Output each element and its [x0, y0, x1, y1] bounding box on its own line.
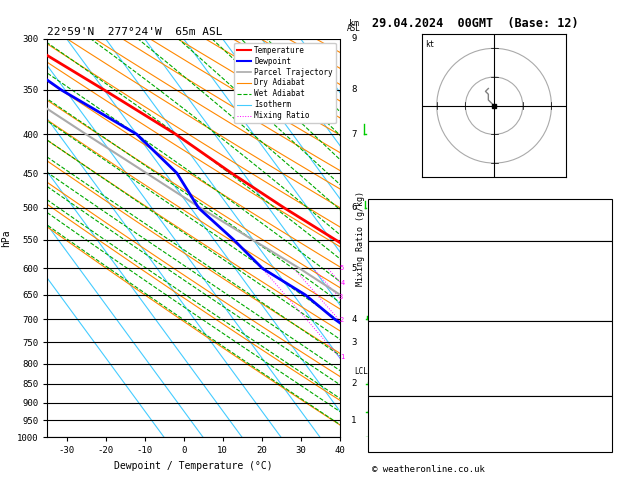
Text: EH: EH — [372, 408, 384, 418]
Text: CAPE (J): CAPE (J) — [372, 298, 420, 309]
Text: Surface: Surface — [469, 241, 511, 251]
Text: LCL: LCL — [353, 367, 368, 376]
Text: 7: 7 — [351, 130, 357, 139]
Text: 9: 9 — [351, 35, 357, 43]
Text: 3: 3 — [339, 294, 343, 300]
Text: ASL: ASL — [347, 24, 361, 34]
Text: kt: kt — [425, 40, 435, 49]
Text: 68: 68 — [597, 385, 609, 395]
Text: CAPE (J): CAPE (J) — [372, 372, 420, 382]
Text: CIN (J): CIN (J) — [372, 310, 413, 320]
Text: 68: 68 — [597, 310, 609, 320]
X-axis label: Dewpoint / Temperature (°C): Dewpoint / Temperature (°C) — [114, 461, 273, 471]
Text: 8: 8 — [351, 86, 357, 94]
Text: Totals Totals: Totals Totals — [372, 215, 448, 225]
Text: 2: 2 — [351, 379, 357, 388]
Text: 165: 165 — [591, 298, 609, 309]
Y-axis label: hPa: hPa — [1, 229, 11, 247]
Text: 5: 5 — [340, 265, 344, 271]
Text: K: K — [372, 201, 378, 211]
Text: 337: 337 — [591, 276, 609, 286]
Text: θᵉ (K): θᵉ (K) — [372, 347, 408, 357]
Text: 2: 2 — [340, 317, 343, 323]
Text: 284°: 284° — [586, 430, 609, 440]
Text: 29.04.2024  00GMT  (Base: 12): 29.04.2024 00GMT (Base: 12) — [372, 17, 579, 30]
Text: Temp (°C): Temp (°C) — [372, 253, 425, 263]
Text: 3: 3 — [351, 338, 357, 347]
Text: 4: 4 — [351, 315, 357, 324]
Text: 22: 22 — [597, 408, 609, 418]
Text: Most Unstable: Most Unstable — [452, 322, 528, 332]
Text: 2.95: 2.95 — [586, 229, 609, 239]
Text: Lifted Index: Lifted Index — [372, 287, 443, 297]
Text: 22°59'N  277°24'W  65m ASL: 22°59'N 277°24'W 65m ASL — [47, 27, 223, 37]
Text: 1: 1 — [603, 287, 609, 297]
Text: 17: 17 — [597, 201, 609, 211]
Text: 4: 4 — [341, 279, 345, 285]
Text: 337: 337 — [591, 347, 609, 357]
Text: 15.5: 15.5 — [586, 264, 609, 274]
Text: CIN (J): CIN (J) — [372, 385, 413, 395]
Text: km: km — [349, 18, 359, 28]
Text: 5: 5 — [351, 264, 357, 273]
Text: 1007: 1007 — [586, 334, 609, 345]
Text: Pressure (mb): Pressure (mb) — [372, 334, 448, 345]
Text: PW (cm): PW (cm) — [372, 229, 413, 239]
Text: 32: 32 — [597, 419, 609, 429]
Text: 1: 1 — [340, 354, 344, 360]
Text: 5: 5 — [603, 441, 609, 451]
Text: 32.1: 32.1 — [586, 253, 609, 263]
Text: 1: 1 — [603, 360, 609, 370]
Text: 1: 1 — [351, 416, 357, 425]
Text: 6: 6 — [351, 204, 357, 212]
Text: θᵉ(K): θᵉ(K) — [372, 276, 402, 286]
Text: SREH: SREH — [372, 419, 396, 429]
Text: Lifted Index: Lifted Index — [372, 360, 443, 370]
Text: © weatheronline.co.uk: © weatheronline.co.uk — [372, 465, 485, 474]
Text: 165: 165 — [591, 372, 609, 382]
Text: Mixing Ratio (g/kg): Mixing Ratio (g/kg) — [355, 191, 365, 286]
Text: Dewp (°C): Dewp (°C) — [372, 264, 425, 274]
Text: 40: 40 — [597, 215, 609, 225]
Text: StmDir: StmDir — [372, 430, 408, 440]
Text: StmSpd (kt): StmSpd (kt) — [372, 441, 437, 451]
Legend: Temperature, Dewpoint, Parcel Trajectory, Dry Adiabat, Wet Adiabat, Isotherm, Mi: Temperature, Dewpoint, Parcel Trajectory… — [234, 43, 336, 123]
Text: Hodograph: Hodograph — [464, 397, 516, 407]
